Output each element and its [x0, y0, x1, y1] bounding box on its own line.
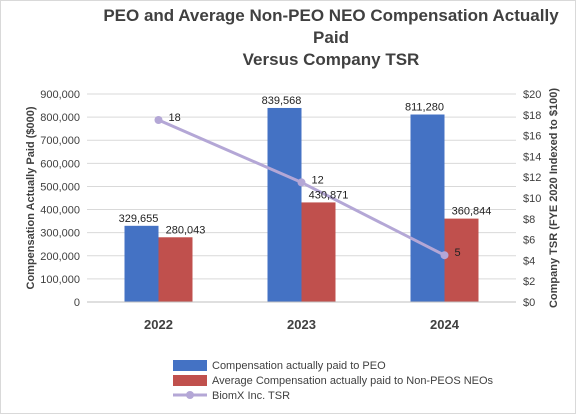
- y-axis-title: Compensation Actually Paid ($000): [25, 106, 37, 289]
- bar: [301, 202, 336, 302]
- bar: [267, 107, 302, 302]
- y-tick-label: 300,000: [40, 228, 80, 240]
- bar: [444, 218, 479, 302]
- bar: [158, 237, 193, 302]
- y2-tick-label: $10: [523, 193, 541, 205]
- bar: [124, 225, 159, 302]
- y2-tick-label: $2: [523, 276, 535, 288]
- bar-data-label: 839,568: [262, 95, 302, 107]
- tsr-point: [297, 178, 306, 187]
- legend-marker: [186, 391, 194, 399]
- legend: Compensation actually paid to PEO Average…: [173, 360, 494, 402]
- tsr-point: [440, 251, 449, 260]
- y2-tick-label: $12: [523, 172, 541, 184]
- y2-tick-label: $4: [523, 255, 535, 267]
- bars: [124, 107, 479, 302]
- bar: [410, 114, 445, 302]
- y2-tick-label: $16: [523, 131, 541, 143]
- y-tick-label: 200,000: [40, 251, 80, 263]
- y2-tick-label: $14: [523, 151, 541, 163]
- x-tick-label: 2022: [144, 317, 173, 332]
- legend-label: BiomX Inc. TSR: [212, 390, 290, 402]
- bar-data-label: 811,280: [405, 102, 444, 114]
- y-tick-label: 400,000: [40, 205, 80, 217]
- y-tick-label: 800,000: [40, 112, 80, 124]
- legend-swatch: [173, 360, 207, 371]
- chart-title-line: Paid: [313, 28, 349, 47]
- axes: 0 100,000 200,000 300,000 400,000 500,000 600,…: [25, 88, 560, 332]
- tsr-data-label: 12: [312, 174, 324, 186]
- chart-title-line: Versus Company TSR: [243, 50, 420, 69]
- bar-data-label: 329,655: [119, 213, 159, 225]
- y-tick-label: 700,000: [40, 135, 80, 147]
- bar-data-label: 430,871: [309, 189, 349, 201]
- tsr-point: [154, 116, 163, 124]
- y2-tick-label: $8: [523, 214, 535, 226]
- tsr-line: [154, 116, 449, 260]
- y2-axis-title: Company TSR (FYE 2020 Indexed to $100): [548, 88, 560, 308]
- legend-swatch: [173, 375, 207, 386]
- y-tick-label: 900,000: [40, 89, 80, 101]
- chart-title: PEO and Average Non-PEO NEO Compensation…: [103, 6, 559, 69]
- legend-label: Average Compensation actually paid to No…: [212, 375, 494, 387]
- legend-label: Compensation actually paid to PEO: [212, 360, 386, 372]
- chart-title-line: PEO and Average Non-PEO NEO Compensation…: [103, 6, 559, 25]
- tsr-data-label: 18: [169, 112, 181, 124]
- y2-tick-label: $20: [523, 89, 541, 101]
- y2-tick-label: $6: [523, 235, 535, 247]
- y-tick-label: 600,000: [40, 158, 80, 170]
- x-tick-label: 2024: [430, 317, 460, 332]
- tsr-data-label: 5: [455, 247, 461, 259]
- y-tick-label: 100,000: [40, 274, 80, 286]
- bar-data-label: 280,043: [166, 224, 206, 236]
- y-tick-label: 500,000: [40, 181, 80, 193]
- y-tick-label: 0: [74, 297, 80, 309]
- bar-data-label: 360,844: [452, 206, 492, 218]
- y2-tick-label: $0: [523, 297, 535, 309]
- data-labels: 329,655 280,043 839,568 430,871 811,280 360,8…: [119, 95, 492, 259]
- y2-tick-label: $18: [523, 110, 541, 122]
- x-tick-label: 2023: [287, 317, 316, 332]
